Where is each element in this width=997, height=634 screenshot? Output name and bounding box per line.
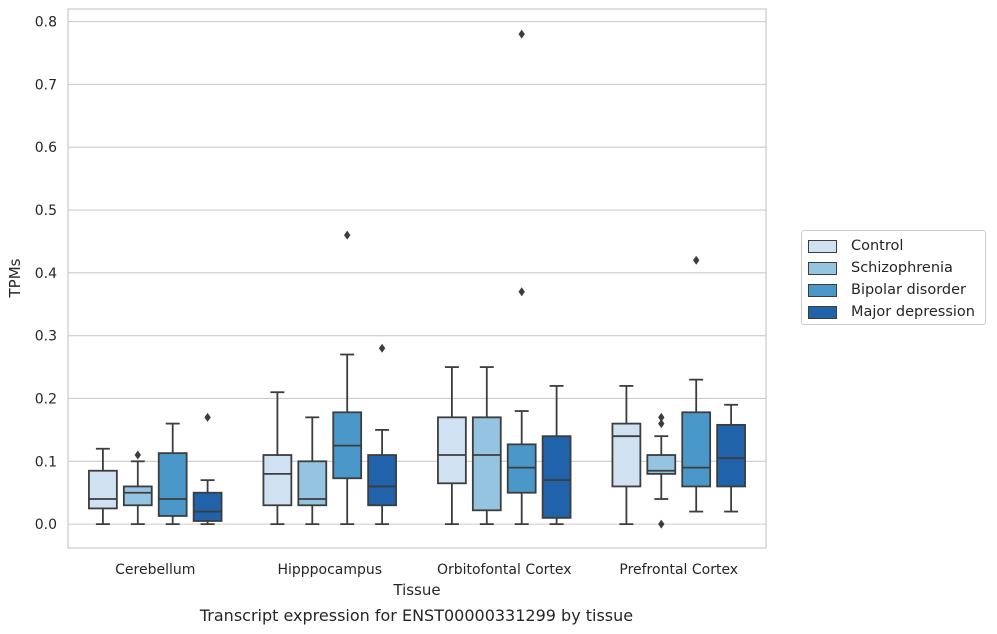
- box-body: [367, 454, 397, 507]
- legend-swatch-bipolar-disorder: [808, 283, 837, 297]
- outlier-point: [658, 419, 665, 429]
- box-body: [122, 485, 153, 507]
- box-body: [157, 452, 188, 517]
- box-orbitofontal-cortex-schizophrenia: [471, 366, 502, 526]
- box-cerebellum-bipolar-disorder: [157, 422, 188, 526]
- box-prefrontal-cortex-schizophrenia: [646, 412, 677, 529]
- y-tick-labels: 0.0 0.1 0.2 0.3 0.4 0.5 0.6 0.7 0.8: [35, 15, 57, 534]
- x-tick-label-orbitofontal-cortex: Orbitofontal Cortex: [437, 562, 572, 578]
- chart-caption: Transcript expression for ENST0000033129…: [199, 606, 634, 625]
- legend-item-control: Control: [808, 236, 903, 256]
- box-body: [88, 469, 118, 510]
- box-body: [192, 491, 223, 522]
- box-body: [716, 423, 746, 488]
- y-tick-label: 0.8: [35, 15, 57, 31]
- legend-label-schizophrenia: Schizophrenia: [851, 260, 953, 276]
- plot-frame: [67, 8, 767, 549]
- legend-swatch-schizophrenia: [808, 261, 837, 275]
- y-tick-label: 0.0: [35, 517, 57, 533]
- legend-item-schizophrenia: Schizophrenia: [808, 258, 953, 278]
- outlier-point: [344, 230, 351, 240]
- box-body: [541, 435, 572, 519]
- box-cerebellum-schizophrenia: [122, 450, 153, 526]
- legend-label-major-depression: Major depression: [851, 304, 975, 320]
- box-prefrontal-cortex-control: [611, 385, 642, 526]
- x-tick-labels: Cerebellum Hipppocampus Orbitofontal Corte…: [115, 562, 738, 578]
- x-axis-label: Tissue: [392, 581, 440, 599]
- box-series: [88, 29, 746, 529]
- box-body: [297, 460, 328, 507]
- outlier-point: [693, 255, 700, 265]
- box-prefrontal-cortex-bipolar-disorder: [681, 255, 712, 513]
- y-axis-label: TPMs: [6, 258, 24, 298]
- box-cerebellum-major-depression: [192, 412, 223, 526]
- legend-item-bipolar-disorder: Bipolar disorder: [808, 280, 966, 300]
- box-hipppocampus-bipolar-disorder: [332, 230, 363, 526]
- y-tick-label: 0.1: [35, 454, 57, 470]
- box-hipppocampus-schizophrenia: [297, 416, 328, 526]
- box-cerebellum-control: [88, 447, 118, 526]
- box-body: [437, 416, 467, 485]
- box-orbitofontal-cortex-control: [437, 366, 467, 526]
- outlier-point: [658, 412, 665, 422]
- y-tick-label: 0.5: [35, 203, 57, 219]
- outlier-point: [378, 343, 386, 353]
- box-body: [611, 422, 642, 488]
- outlier-point: [658, 519, 665, 529]
- legend-label-control: Control: [851, 238, 904, 254]
- box-orbitofontal-cortex-major-depression: [541, 385, 572, 526]
- legend: Control Schizophrenia Bipolar disorder M…: [801, 230, 986, 325]
- outlier-point: [134, 450, 141, 460]
- outlier-point: [518, 287, 525, 297]
- y-tick-label: 0.6: [35, 140, 57, 156]
- legend-swatch-control: [808, 239, 837, 253]
- x-tick-label-cerebellum: Cerebellum: [115, 562, 195, 578]
- legend-swatch-major-depression: [808, 305, 837, 319]
- y-tick-label: 0.7: [35, 77, 57, 93]
- legend-item-major-depression: Major depression: [808, 302, 975, 322]
- box-hipppocampus-major-depression: [367, 343, 397, 526]
- outlier-point: [518, 29, 525, 39]
- x-tick-label-hipppocampus: Hipppocampus: [277, 562, 382, 578]
- x-tick-label-prefrontal-cortex: Prefrontal Cortex: [619, 562, 738, 578]
- box-body: [681, 411, 712, 488]
- box-body: [262, 454, 293, 507]
- box-body: [646, 454, 677, 475]
- outlier-point: [204, 412, 211, 422]
- y-tick-label: 0.3: [35, 329, 57, 345]
- box-body: [471, 416, 502, 512]
- box-body: [506, 443, 537, 494]
- y-tick-label: 0.2: [35, 391, 57, 407]
- box-hipppocampus-control: [262, 391, 293, 526]
- box-orbitofontal-cortex-bipolar-disorder: [506, 29, 537, 526]
- box-prefrontal-cortex-major-depression: [716, 403, 746, 513]
- y-tick-label: 0.4: [35, 266, 57, 282]
- legend-label-bipolar-disorder: Bipolar disorder: [851, 282, 966, 298]
